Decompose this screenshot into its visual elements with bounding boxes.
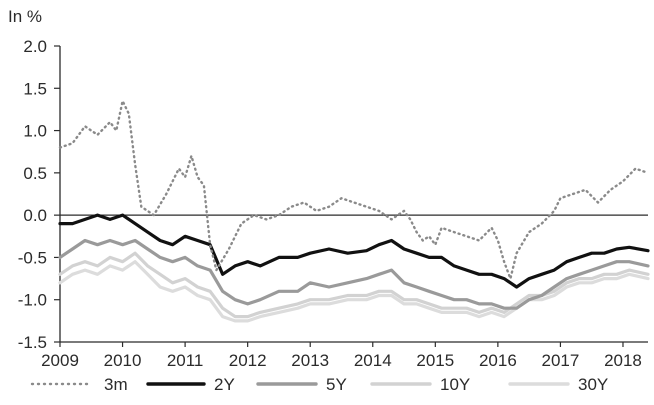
y-tick-label: 1.0 bbox=[23, 122, 47, 141]
series-line-10y bbox=[58, 251, 650, 319]
y-tick-label: -1.0 bbox=[18, 291, 47, 310]
x-tick-label: 2017 bbox=[542, 351, 580, 370]
x-tick-label: 2016 bbox=[479, 351, 517, 370]
x-tick-label: 2015 bbox=[416, 351, 454, 370]
x-tick-label: 2011 bbox=[167, 351, 204, 370]
legend-label-30y: 30Y bbox=[578, 375, 608, 394]
y-tick-label: 2.0 bbox=[23, 37, 47, 56]
series-line-3m bbox=[58, 99, 650, 280]
legend-label-5y: 5Y bbox=[326, 375, 347, 394]
unit-label: In % bbox=[8, 7, 42, 26]
y-axis: 2.0 1.5 1.0 0.5 0.0 -0.5 -1.0 -1.5 bbox=[18, 37, 61, 352]
legend-label-2y: 2Y bbox=[214, 375, 235, 394]
legend-label-10y: 10Y bbox=[440, 375, 470, 394]
x-tick-label: 2014 bbox=[354, 351, 392, 370]
x-tick-label: 2010 bbox=[104, 351, 142, 370]
series-line-30y bbox=[58, 260, 650, 323]
x-axis: 2009 2010 2011 2012 2013 2014 2015 2016 2017 2018 bbox=[41, 341, 648, 370]
x-tick-label: 2012 bbox=[229, 351, 267, 370]
x-tick-label: 2018 bbox=[604, 351, 642, 370]
y-tick-label: -0.5 bbox=[18, 248, 47, 267]
y-tick-label: 1.5 bbox=[23, 79, 47, 98]
x-tick-label: 2013 bbox=[291, 351, 329, 370]
legend-label-3m: 3m bbox=[104, 375, 128, 394]
plot-area bbox=[58, 99, 650, 323]
series-line-2y bbox=[58, 213, 650, 289]
y-tick-label: 0.5 bbox=[23, 164, 47, 183]
legend: 3m 2Y 5Y 10Y 30Y bbox=[30, 375, 608, 394]
series-line-5y bbox=[58, 238, 650, 310]
y-tick-label: 0.0 bbox=[23, 206, 47, 225]
y-tick-label: -1.5 bbox=[18, 333, 47, 352]
x-tick-label: 2009 bbox=[41, 351, 79, 370]
